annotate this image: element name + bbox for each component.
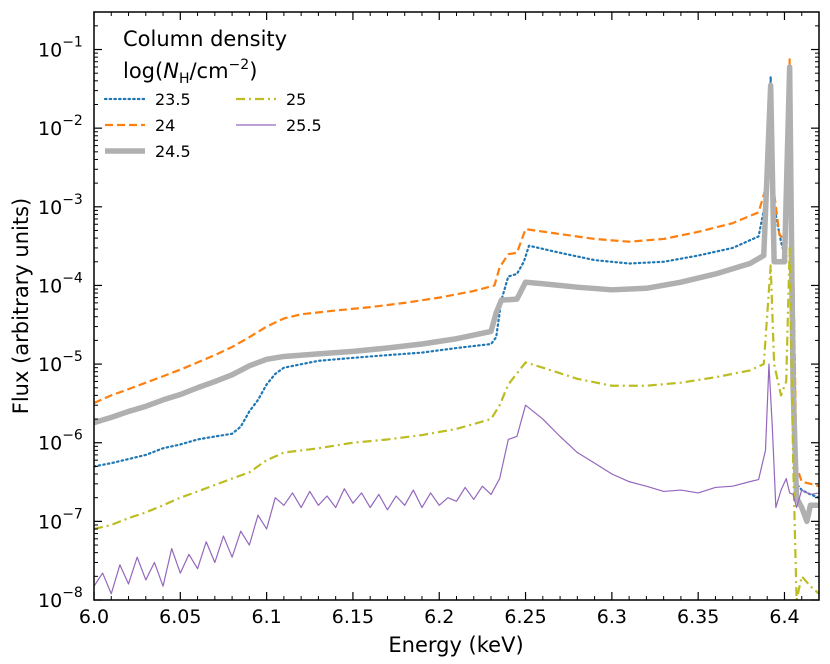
y-tick-base: 10 xyxy=(38,590,62,612)
y-tick-label: 10−5 xyxy=(38,349,83,376)
legend-label-24-5: 24.5 xyxy=(155,142,191,161)
series-line-25 xyxy=(94,246,819,600)
x-tick-label: 6.4 xyxy=(769,606,799,628)
x-tick-label: 6.1 xyxy=(252,606,282,628)
x-tick-label: 6.35 xyxy=(677,606,719,628)
y-axis-label: Flux (arbitrary units) xyxy=(9,198,33,414)
y-tick-base: 10 xyxy=(38,433,62,455)
legend-title-suffix: ) xyxy=(249,59,257,83)
x-tick-label: 6.05 xyxy=(159,606,201,628)
legend-title-sup: −2 xyxy=(229,57,250,73)
legend-title-prefix: log( xyxy=(123,59,163,83)
legend: Column density log(NH/cm−2) 23.5 24 24.5 25… xyxy=(103,27,322,161)
series-line-23-5 xyxy=(94,72,819,499)
legend-title-sub: H xyxy=(179,71,190,87)
y-tick-label: 10−7 xyxy=(38,506,83,533)
x-tick-label: 6.3 xyxy=(597,606,627,628)
y-tick-base: 10 xyxy=(38,511,62,533)
y-tick-base: 10 xyxy=(38,40,62,62)
y-tick-exponent: −3 xyxy=(62,192,83,208)
legend-label-23-5: 23.5 xyxy=(155,90,191,109)
y-tick-exponent: −2 xyxy=(62,113,83,129)
series-line-24 xyxy=(94,58,819,488)
y-tick-exponent: −1 xyxy=(62,35,83,51)
legend-label-24: 24 xyxy=(155,116,175,135)
x-tick-label: 6.15 xyxy=(332,606,374,628)
x-tick-label: 6.25 xyxy=(504,606,546,628)
y-tick-base: 10 xyxy=(38,275,62,297)
legend-title-mid: /cm xyxy=(189,59,228,83)
legend-label-25-5: 25.5 xyxy=(286,116,322,135)
x-tick-label: 6.2 xyxy=(424,606,454,628)
y-tick-exponent: −4 xyxy=(62,270,83,286)
y-tick-label: 10−6 xyxy=(38,428,83,455)
x-tick-label: 6.0 xyxy=(79,606,109,628)
series-line-25-5 xyxy=(94,363,819,595)
plot-frame xyxy=(93,11,820,601)
y-tick-label: 10−8 xyxy=(38,585,83,612)
y-tick-base: 10 xyxy=(38,197,62,219)
y-tick-exponent: −8 xyxy=(62,585,83,601)
y-tick-exponent: −7 xyxy=(62,506,83,522)
series-line-24-5 xyxy=(94,64,819,525)
legend-title-line2: log(NH/cm−2) xyxy=(123,57,257,87)
y-tick-exponent: −5 xyxy=(62,349,83,365)
y-tick-base: 10 xyxy=(38,118,62,140)
y-tick-base: 10 xyxy=(38,354,62,376)
y-tick-exponent: −6 xyxy=(62,428,83,444)
legend-title-n: N xyxy=(163,59,179,83)
y-tick-label: 10−4 xyxy=(38,270,83,297)
y-tick-label: 10−1 xyxy=(38,35,83,62)
legend-title-line1: Column density xyxy=(123,27,287,51)
y-tick-label: 10−2 xyxy=(38,113,83,140)
x-axis-label: Energy (keV) xyxy=(388,633,523,657)
legend-label-25: 25 xyxy=(286,90,306,109)
y-tick-label: 10−3 xyxy=(38,192,83,219)
